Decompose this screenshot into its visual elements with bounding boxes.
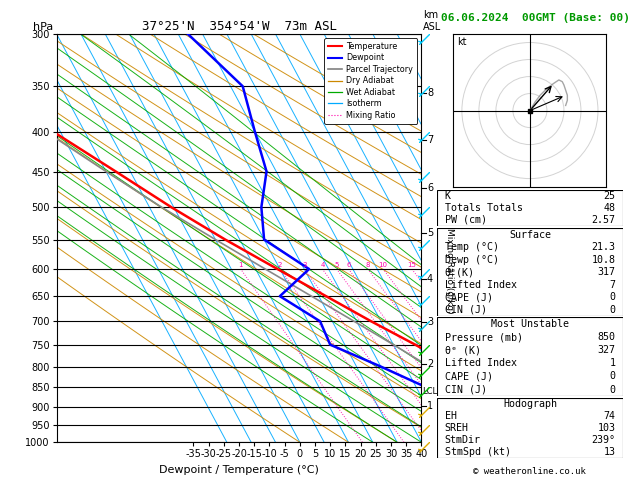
Text: LCL: LCL (422, 387, 437, 396)
Text: 21.3: 21.3 (591, 242, 615, 252)
Text: km
ASL: km ASL (423, 10, 442, 32)
Text: hPa: hPa (33, 22, 53, 32)
Text: 5: 5 (335, 262, 339, 268)
Text: 10.8: 10.8 (591, 255, 615, 265)
Text: StmSpd (kt): StmSpd (kt) (445, 447, 511, 457)
Text: 0: 0 (610, 371, 615, 382)
Text: kt: kt (457, 37, 466, 48)
Text: 25: 25 (603, 191, 615, 201)
Text: K: K (445, 191, 450, 201)
Text: 10: 10 (379, 262, 387, 268)
Text: Most Unstable: Most Unstable (491, 319, 569, 329)
Text: 48: 48 (603, 203, 615, 213)
Text: Lifted Index: Lifted Index (445, 279, 516, 290)
Text: θᵉ (K): θᵉ (K) (445, 345, 481, 355)
Text: 3: 3 (427, 317, 433, 327)
Text: 2: 2 (278, 262, 282, 268)
Title: 37°25'N  354°54'W  73m ASL: 37°25'N 354°54'W 73m ASL (142, 20, 337, 33)
Text: StmDir: StmDir (445, 435, 481, 445)
Text: 103: 103 (598, 423, 615, 433)
Text: PW (cm): PW (cm) (445, 215, 487, 225)
Text: 239°: 239° (591, 435, 615, 445)
Text: θᵉ(K): θᵉ(K) (445, 267, 474, 277)
X-axis label: Dewpoint / Temperature (°C): Dewpoint / Temperature (°C) (159, 465, 319, 475)
Text: 06.06.2024  00GMT (Base: 00): 06.06.2024 00GMT (Base: 00) (441, 13, 629, 23)
Text: 8: 8 (365, 262, 370, 268)
Text: 0: 0 (610, 292, 615, 302)
Text: 1: 1 (238, 262, 243, 268)
Text: EH: EH (445, 411, 457, 420)
Text: CAPE (J): CAPE (J) (445, 371, 493, 382)
Text: 0: 0 (610, 384, 615, 395)
Text: CIN (J): CIN (J) (445, 384, 487, 395)
Legend: Temperature, Dewpoint, Parcel Trajectory, Dry Adiabat, Wet Adiabat, Isotherm, Mi: Temperature, Dewpoint, Parcel Trajectory… (324, 38, 418, 123)
Text: 3: 3 (303, 262, 307, 268)
Text: 5: 5 (427, 228, 433, 238)
Text: 7: 7 (427, 135, 433, 145)
Text: 4: 4 (427, 274, 433, 284)
Text: 1: 1 (427, 401, 433, 411)
Text: 74: 74 (603, 411, 615, 420)
Text: Lifted Index: Lifted Index (445, 358, 516, 368)
Text: Dewp (°C): Dewp (°C) (445, 255, 499, 265)
Text: CAPE (J): CAPE (J) (445, 292, 493, 302)
Text: SREH: SREH (445, 423, 469, 433)
Text: 7: 7 (610, 279, 615, 290)
Text: 6: 6 (427, 183, 433, 192)
Text: 2.57: 2.57 (591, 215, 615, 225)
Text: 8: 8 (427, 88, 433, 98)
Text: 0: 0 (610, 305, 615, 314)
Text: Hodograph: Hodograph (503, 399, 557, 409)
Text: CIN (J): CIN (J) (445, 305, 487, 314)
Text: 2: 2 (427, 360, 433, 369)
Text: 15: 15 (408, 262, 416, 268)
Text: 317: 317 (598, 267, 615, 277)
Text: Temp (°C): Temp (°C) (445, 242, 499, 252)
Text: Totals Totals: Totals Totals (445, 203, 523, 213)
Text: Surface: Surface (509, 230, 551, 240)
Text: Pressure (mb): Pressure (mb) (445, 332, 523, 342)
Text: 850: 850 (598, 332, 615, 342)
Text: 327: 327 (598, 345, 615, 355)
Text: 13: 13 (603, 447, 615, 457)
Text: © weatheronline.co.uk: © weatheronline.co.uk (474, 468, 586, 476)
Text: 6: 6 (347, 262, 351, 268)
Text: Mixing Ratio (g/kg): Mixing Ratio (g/kg) (445, 228, 454, 313)
Text: 1: 1 (610, 358, 615, 368)
Text: 4: 4 (320, 262, 325, 268)
